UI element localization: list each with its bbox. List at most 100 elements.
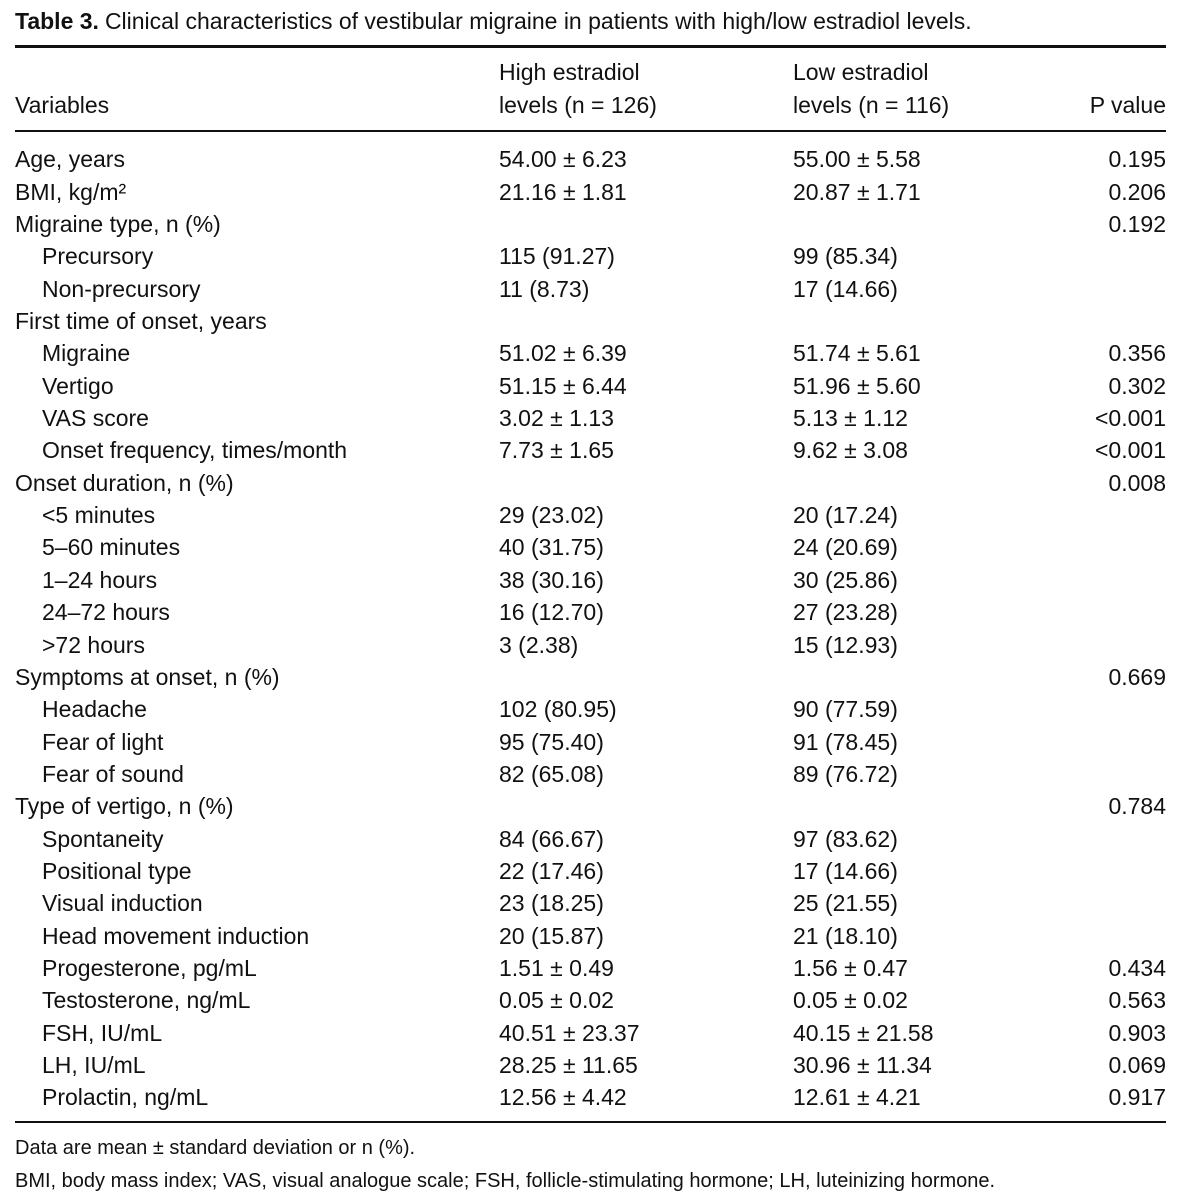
header-row-1: High estradiol Low estradiol [15,56,1166,89]
table-caption-label: Table 3. [15,8,99,34]
row-low-estradiol-value [793,466,1033,498]
row-p-value [1033,272,1166,304]
table-top-rule [15,45,1166,48]
row-variable: Vertigo [42,372,114,399]
row-high-estradiol-value: 29 (23.02) [499,502,604,529]
row-high-estradiol-value: 3 (2.38) [499,631,579,658]
row-low-estradiol-value: 24 (20.69) [793,534,898,561]
row-high-estradiol-value: 7.73 ± 1.65 [499,437,614,464]
row-p-value: 0.784 [1108,793,1166,820]
row-high-estradiol-value: 102 (80.95) [499,696,617,723]
table-row: Onset duration, n (%) 0.008 [15,466,1166,498]
row-high-estradiol-value: 0.05 ± 0.02 [499,987,614,1014]
row-p-value: 0.917 [1108,1084,1166,1111]
row-high-estradiol-value [499,208,793,240]
row-variable: VAS score [42,405,149,432]
row-high-estradiol-value [499,305,793,337]
row-variable: Prolactin, ng/mL [42,1084,209,1111]
row-high-estradiol-value: 12.56 ± 4.42 [499,1084,627,1111]
row-low-estradiol-value: 9.62 ± 3.08 [793,437,908,464]
row-p-value: <0.001 [1095,437,1166,464]
table-row: Prolactin, ng/mL 12.56 ± 4.42 12.61 ± 4.21… [15,1081,1166,1113]
row-high-estradiol-value: 84 (66.67) [499,825,604,852]
table-row: Positional type 22 (17.46) 17 (14.66) [15,855,1166,887]
row-variable: LH, IU/mL [42,1051,146,1078]
row-p-value: 0.206 [1108,178,1166,205]
row-high-estradiol-value: 40 (31.75) [499,534,604,561]
table-header: High estradiol Low estradiol Variables l… [15,56,1166,122]
row-p-value: 0.069 [1108,1051,1166,1078]
row-p-value [1033,758,1166,790]
table-row: Progesterone, pg/mL 1.51 ± 0.49 1.56 ± 0.4… [15,952,1166,984]
row-p-value: 0.008 [1108,469,1166,496]
table-row: 24–72 hours 16 (12.70) 27 (23.28) [15,596,1166,628]
row-low-estradiol-value: 1.56 ± 0.47 [793,954,908,981]
row-variable: Visual induction [42,890,203,917]
row-high-estradiol-value: 11 (8.73) [499,275,590,302]
table-row: Age, years 54.00 ± 6.23 55.00 ± 5.58 0.195 [15,143,1166,175]
row-low-estradiol-value: 97 (83.62) [793,825,898,852]
row-high-estradiol-value: 23 (18.25) [499,890,604,917]
row-p-value: 0.669 [1108,663,1166,690]
row-variable: <5 minutes [42,502,156,529]
row-low-estradiol-value: 99 (85.34) [793,243,898,270]
table-row: Testosterone, ng/mL 0.05 ± 0.02 0.05 ± 0.0… [15,984,1166,1016]
row-low-estradiol-value: 90 (77.59) [793,696,898,723]
table-header-rule [15,130,1166,132]
row-high-estradiol-value [499,790,793,822]
row-variable: Age, years [15,146,125,173]
row-p-value [1033,822,1166,854]
row-low-estradiol-value [793,790,1033,822]
header-low-line1: Low estradiol [793,59,929,85]
table-row: Symptoms at onset, n (%) 0.669 [15,661,1166,693]
header-high-line2: levels (n = 126) [499,92,657,118]
row-p-value: 0.192 [1108,211,1166,238]
row-high-estradiol-value: 22 (17.46) [499,857,604,884]
row-low-estradiol-value: 40.15 ± 21.58 [793,1019,934,1046]
row-p-value [1033,725,1166,757]
table-row: Visual induction 23 (18.25) 25 (21.55) [15,887,1166,919]
table-caption: Table 3. Clinical characteristics of vest… [15,6,972,36]
header-p-spacer [1033,56,1166,89]
row-variable: Positional type [42,857,192,884]
row-low-estradiol-value: 25 (21.55) [793,890,898,917]
row-p-value [1033,305,1166,337]
row-high-estradiol-value: 21.16 ± 1.81 [499,178,627,205]
row-low-estradiol-value: 20 (17.24) [793,502,898,529]
row-low-estradiol-value: 17 (14.66) [793,275,898,302]
row-low-estradiol-value: 55.00 ± 5.58 [793,146,921,173]
row-p-value [1033,919,1166,951]
row-low-estradiol-value: 27 (23.28) [793,599,898,626]
row-low-estradiol-value: 51.96 ± 5.60 [793,372,921,399]
row-low-estradiol-value: 15 (12.93) [793,631,898,658]
footnote-abbreviations: BMI, body mass index; VAS, visual analog… [15,1170,996,1192]
header-variables: Variables [15,92,110,118]
row-variable: Migraine [42,340,131,367]
row-p-value: 0.434 [1108,954,1166,981]
row-variable: First time of onset, years [15,308,267,335]
header-row-2: Variables levels (n = 126) levels (n = 1… [15,89,1166,122]
row-low-estradiol-value: 89 (76.72) [793,760,898,787]
row-p-value [1033,855,1166,887]
row-low-estradiol-value: 30.96 ± 11.34 [793,1051,932,1078]
table-row: Non-precursory 11 (8.73) 17 (14.66) [15,272,1166,304]
row-high-estradiol-value: 20 (15.87) [499,922,604,949]
table-row: LH, IU/mL 28.25 ± 11.65 30.96 ± 11.34 0.069 [15,1049,1166,1081]
row-variable: Migraine type, n (%) [15,211,221,238]
row-variable: Type of vertigo, n (%) [15,793,234,820]
row-high-estradiol-value: 95 (75.40) [499,728,604,755]
row-low-estradiol-value: 0.05 ± 0.02 [793,987,908,1014]
row-high-estradiol-value [499,661,793,693]
table-row: Headache 102 (80.95) 90 (77.59) [15,693,1166,725]
row-p-value: 0.903 [1108,1019,1166,1046]
row-variable: Fear of light [42,728,164,755]
row-p-value [1033,887,1166,919]
table-row: Migraine 51.02 ± 6.39 51.74 ± 5.61 0.356 [15,337,1166,369]
row-high-estradiol-value: 3.02 ± 1.13 [499,405,614,432]
row-low-estradiol-value: 30 (25.86) [793,566,898,593]
row-p-value [1033,693,1166,725]
table-row: 1–24 hours 38 (30.16) 30 (25.86) [15,563,1166,595]
row-variable: Progesterone, pg/mL [42,954,257,981]
table-row: >72 hours 3 (2.38) 15 (12.93) [15,628,1166,660]
row-low-estradiol-value: 20.87 ± 1.71 [793,178,921,205]
